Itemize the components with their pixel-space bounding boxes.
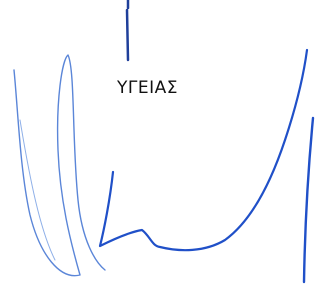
signature-strokes bbox=[0, 0, 315, 286]
stroke bbox=[127, 0, 128, 60]
signature-text: ΥΓΕΙΑΣ bbox=[117, 78, 178, 98]
stroke bbox=[304, 118, 313, 282]
signature-image: ΥΓΕΙΑΣ bbox=[0, 0, 315, 286]
